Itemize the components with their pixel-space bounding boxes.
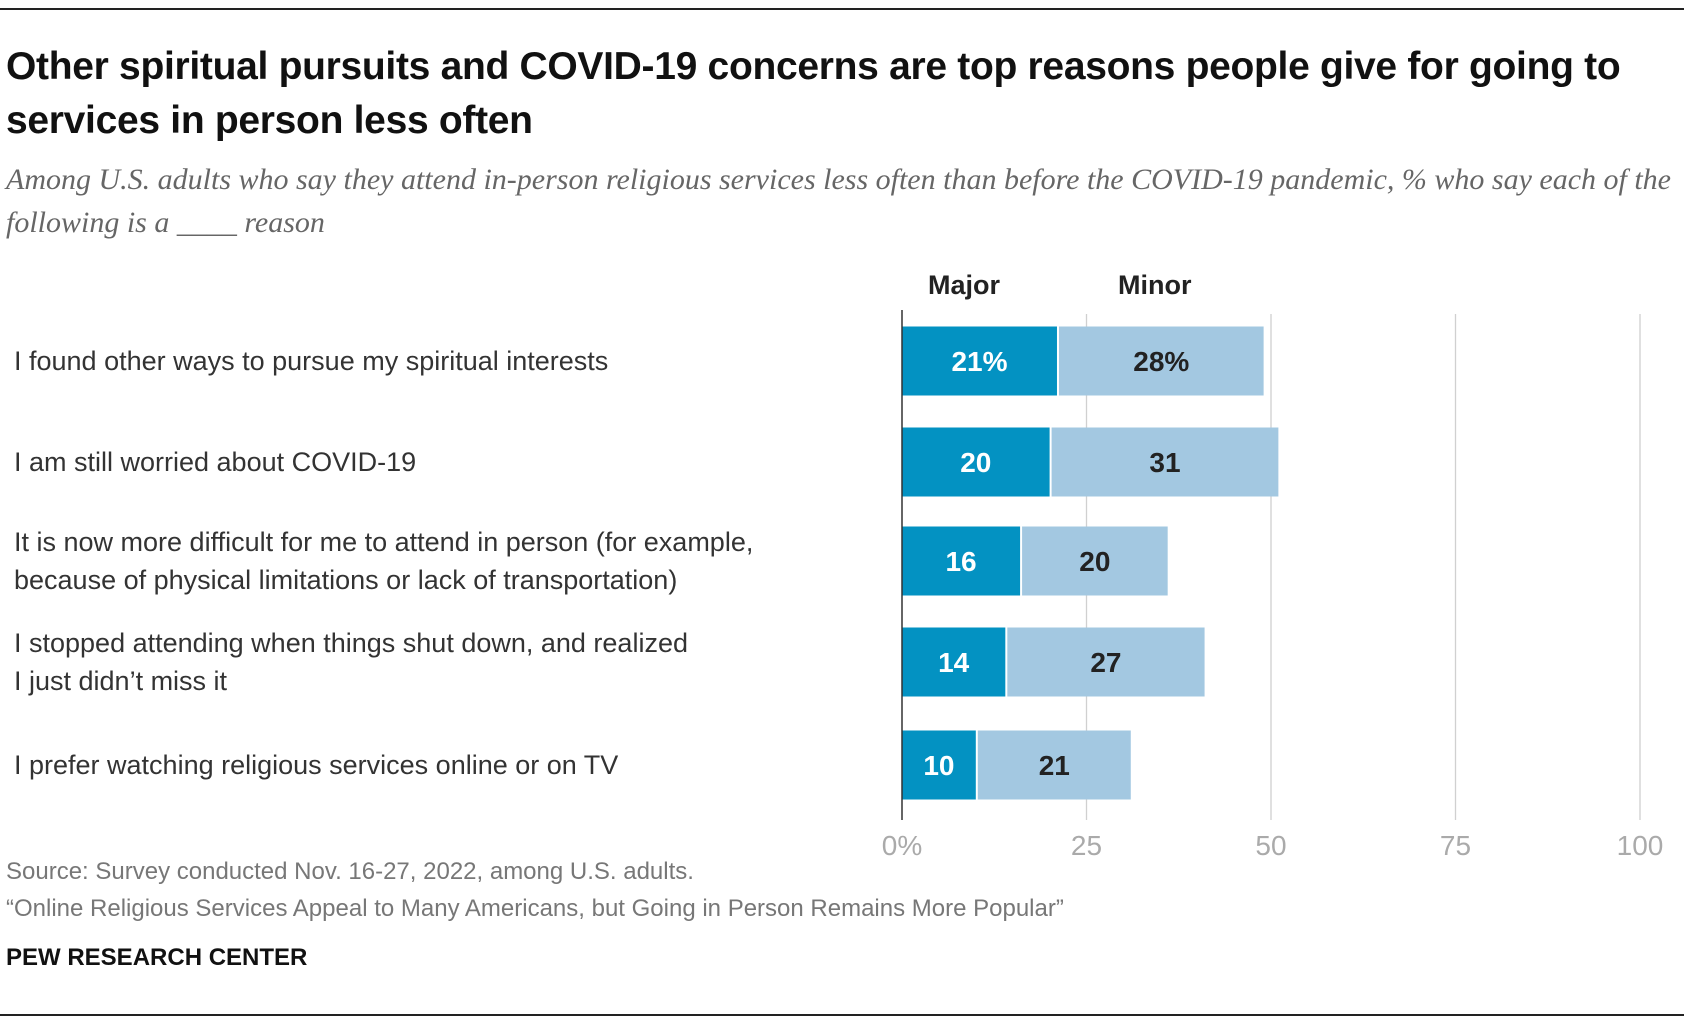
bar-minor <box>1051 427 1279 497</box>
chart-title: Other spiritual pursuits and COVID-19 co… <box>6 45 1621 142</box>
data-label: 20 <box>960 447 991 478</box>
category-label: I prefer watching religious services onl… <box>14 746 618 784</box>
bar-major <box>902 730 976 800</box>
category-label: It is now more difficult for me to atten… <box>14 523 753 599</box>
chart-subtitle: Among U.S. adults who say they attend in… <box>6 163 1671 239</box>
x-tick-label: 50 <box>1255 830 1286 861</box>
category-label-line: It is now more difficult for me to atten… <box>14 527 754 557</box>
bar-major <box>902 526 1021 596</box>
data-label: 27 <box>1090 647 1121 678</box>
data-label: 21% <box>951 346 1007 377</box>
report-title: “Online Religious Services Appeal to Man… <box>6 895 1064 922</box>
x-tick-label: 0% <box>882 830 922 861</box>
category-label-line: I am still worried about COVID-19 <box>14 447 417 477</box>
bar-major <box>902 627 1006 697</box>
legend-minor: Minor <box>1118 270 1192 300</box>
bar-minor <box>1022 526 1168 596</box>
category-label: I am still worried about COVID-19 <box>14 443 416 481</box>
bar-minor <box>1007 627 1205 697</box>
bar-major <box>902 427 1050 497</box>
data-label: 10 <box>923 750 954 781</box>
data-label: 21 <box>1039 750 1070 781</box>
source-note: Source: Survey conducted Nov. 16-27, 202… <box>6 858 694 885</box>
top-rule <box>0 8 1684 10</box>
category-label-line: I prefer watching religious services onl… <box>14 750 619 780</box>
x-tick-label: 25 <box>1071 830 1102 861</box>
x-tick-label: 75 <box>1440 830 1471 861</box>
category-label-line: because of physical limitations or lack … <box>14 565 678 595</box>
category-label-line: I found other ways to pursue my spiritua… <box>14 346 609 376</box>
data-label: 20 <box>1079 546 1110 577</box>
category-label: I found other ways to pursue my spiritua… <box>14 342 608 380</box>
legend-major: Major <box>928 270 1001 300</box>
data-label: 16 <box>945 546 976 577</box>
pew-logo-text: PEW RESEARCH CENTER <box>6 944 308 971</box>
data-label: 28% <box>1133 346 1189 377</box>
data-label: 14 <box>938 647 970 678</box>
bar-minor <box>977 730 1131 800</box>
category-label-line: I stopped attending when things shut dow… <box>14 628 688 658</box>
category-label-line: I just didn’t miss it <box>14 666 228 696</box>
bar-major <box>902 326 1057 396</box>
bar-minor <box>1058 326 1264 396</box>
data-label: 31 <box>1149 447 1180 478</box>
category-label: I stopped attending when things shut dow… <box>14 624 688 700</box>
bottom-rule <box>0 1014 1684 1016</box>
x-tick-label: 100 <box>1617 830 1664 861</box>
